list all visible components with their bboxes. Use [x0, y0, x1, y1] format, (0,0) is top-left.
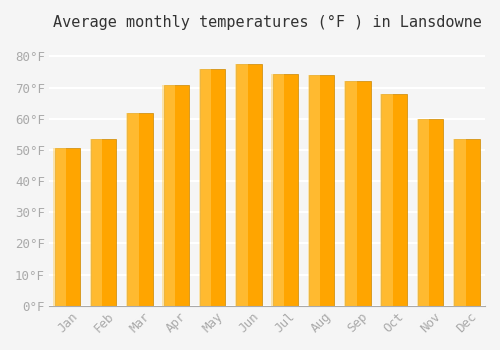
Bar [380, 94, 393, 306]
Bar [418, 119, 443, 306]
Bar [416, 119, 429, 306]
Bar [162, 84, 175, 306]
Bar [91, 139, 116, 306]
Bar [126, 113, 138, 306]
Bar [309, 75, 334, 306]
Bar [54, 148, 80, 306]
Bar [344, 82, 356, 306]
Bar [345, 82, 370, 306]
Bar [200, 69, 226, 306]
Bar [308, 75, 320, 306]
Bar [198, 69, 211, 306]
Bar [90, 139, 102, 306]
Bar [272, 74, 298, 306]
Bar [272, 74, 284, 306]
Bar [454, 139, 479, 306]
Bar [235, 64, 248, 306]
Bar [164, 84, 189, 306]
Bar [453, 139, 466, 306]
Bar [382, 94, 407, 306]
Bar [128, 113, 152, 306]
Title: Average monthly temperatures (°F ) in Lansdowne: Average monthly temperatures (°F ) in La… [52, 15, 482, 30]
Bar [236, 64, 262, 306]
Bar [54, 148, 66, 306]
